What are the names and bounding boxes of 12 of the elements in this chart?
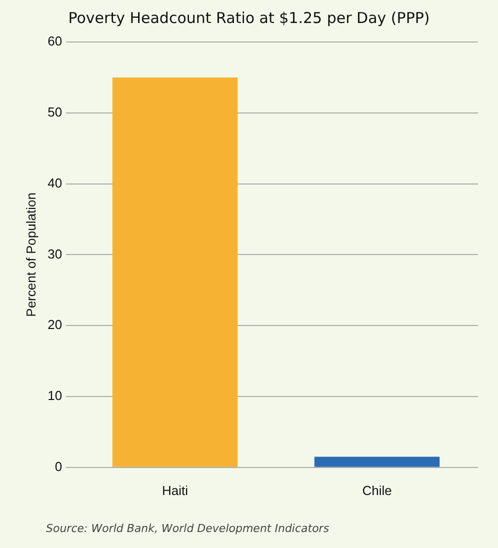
- y-tick-label: 40: [48, 175, 62, 190]
- x-tick-label: Haiti: [162, 482, 188, 498]
- chart-title: Poverty Headcount Ratio at $1.25 per Day (PPP): [68, 8, 430, 27]
- y-axis-title: Percent of Population: [23, 192, 38, 317]
- y-tick-label: 50: [48, 104, 62, 120]
- y-tick-label: 0: [54, 458, 62, 474]
- x-tick-label: Chile: [362, 482, 392, 498]
- y-tick-label: 20: [48, 317, 62, 332]
- source-note: Source: World Bank, World Development Indicators: [46, 522, 330, 535]
- y-tick-label: 60: [48, 34, 62, 49]
- y-tick-label: 10: [48, 388, 62, 404]
- y-tick-label: 30: [48, 246, 62, 262]
